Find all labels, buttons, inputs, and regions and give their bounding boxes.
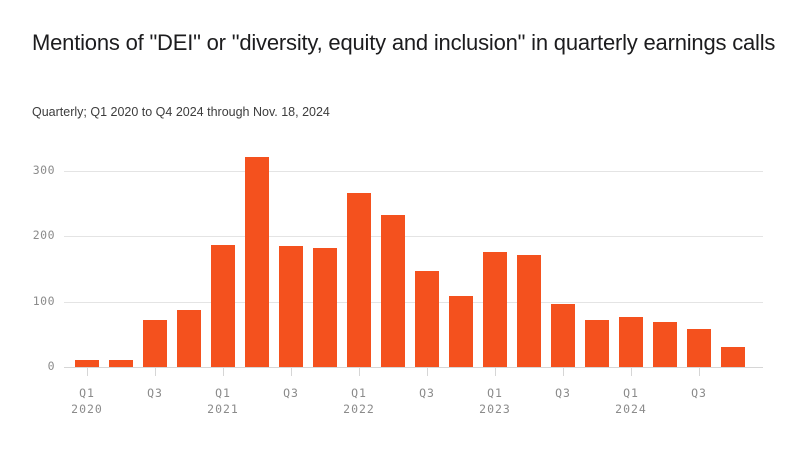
bar	[483, 251, 507, 367]
bar-chart: 0 100 200 300 Q1 2020 Q3 Q1 2021 Q3 Q1 2022 Q3 Q1 2023…	[0, 140, 800, 450]
bar	[585, 319, 609, 367]
bar	[653, 321, 677, 367]
bar	[143, 319, 167, 367]
y-axis-tick-label: 100	[32, 293, 55, 308]
x-axis-tick	[563, 368, 564, 376]
x-axis-tick-label: 2020	[71, 402, 103, 416]
x-axis-tick-label: Q3	[419, 386, 435, 400]
x-axis-tick-label: 2021	[207, 402, 239, 416]
x-axis-tick	[223, 368, 224, 376]
y-axis-tick-label: 200	[32, 228, 55, 242]
bar	[449, 296, 473, 367]
bar	[211, 244, 235, 367]
gridline	[64, 170, 763, 172]
bar	[245, 157, 269, 367]
x-axis-tick-label: 2024	[615, 402, 647, 416]
x-axis-tick	[699, 368, 700, 376]
bar	[75, 360, 99, 367]
x-axis-tick-label: Q1	[487, 386, 503, 400]
x-axis-tick-label: Q1	[351, 386, 367, 400]
x-axis-tick	[495, 368, 496, 376]
chart-title: Mentions of "DEI" or "diversity, equity …	[32, 30, 776, 55]
bar	[279, 245, 303, 367]
x-axis-tick	[359, 368, 360, 376]
bar	[381, 215, 405, 367]
x-axis-tick	[155, 368, 156, 376]
x-axis-tick-label: Q3	[147, 386, 163, 400]
gridline	[64, 301, 763, 303]
bar	[687, 329, 711, 367]
x-axis-tick-label: Q3	[283, 386, 299, 400]
bar	[721, 347, 745, 367]
x-axis-tick	[87, 368, 88, 376]
x-axis-line	[64, 367, 763, 368]
bar	[517, 255, 541, 367]
x-axis-tick-label: 2023	[479, 402, 511, 416]
x-axis-tick-label: Q1	[623, 386, 639, 400]
bar	[347, 192, 371, 367]
x-axis-tick-label: Q1	[215, 386, 231, 400]
x-axis-tick	[291, 368, 292, 376]
x-axis-tick-label: Q3	[691, 386, 707, 400]
x-axis-tick	[427, 368, 428, 376]
bar	[415, 270, 439, 367]
y-axis-tick-label: 300	[32, 162, 55, 177]
x-axis-tick-label: Q1	[79, 386, 95, 400]
bar	[177, 310, 201, 367]
bar	[109, 360, 133, 367]
x-axis-tick-label: Q3	[555, 386, 571, 400]
bar	[313, 247, 337, 367]
x-axis-tick	[631, 368, 632, 376]
gridline	[64, 236, 763, 237]
y-axis-tick-label: 0	[47, 359, 55, 373]
bar	[551, 304, 575, 367]
bar	[619, 316, 643, 367]
chart-subtitle: Quarterly; Q1 2020 to Q4 2024 through No…	[32, 105, 330, 119]
x-axis-tick-label: 2022	[343, 402, 375, 416]
